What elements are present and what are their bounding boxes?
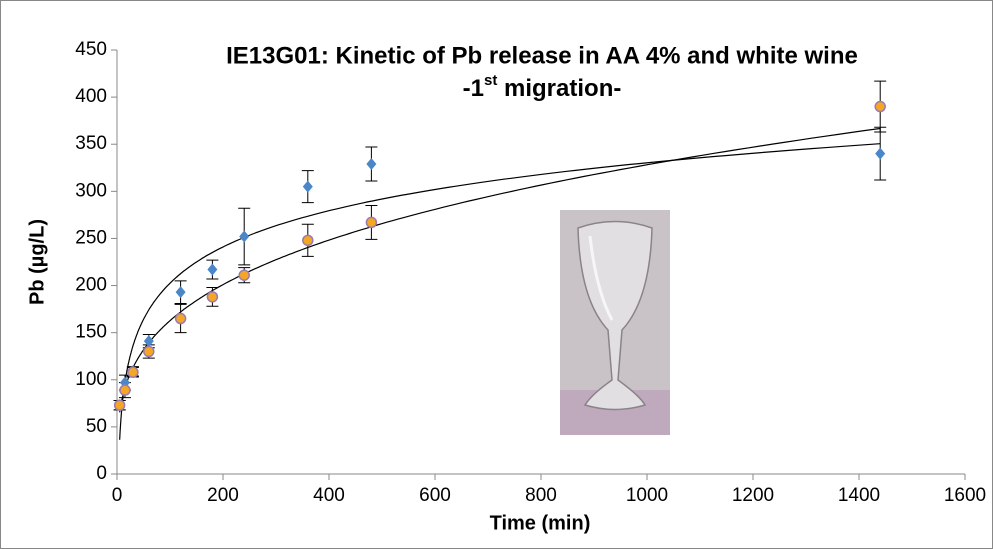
x-tick-label: 600	[419, 485, 451, 506]
data-point	[113, 399, 126, 411]
y-tick-label: 100	[75, 369, 107, 390]
y-tick-label: 0	[96, 463, 107, 484]
data-point	[143, 335, 154, 348]
y-tick-label: 450	[75, 39, 107, 60]
chart-title: IE13G01: Kinetic of Pb release in AA 4% …	[226, 42, 858, 69]
glass	[577, 220, 653, 411]
y-tick-label: 300	[75, 180, 107, 201]
x-tick-label: 800	[525, 485, 557, 506]
chart-subtitle: -1st migration-	[463, 72, 622, 102]
data-point	[119, 384, 131, 396]
subtitle-part: migration-	[497, 75, 621, 102]
data-point	[206, 291, 219, 303]
x-tick-label: 1600	[944, 485, 986, 506]
y-tick-label: 200	[75, 275, 107, 296]
data-point	[302, 180, 313, 193]
x-tick-label: 200	[207, 485, 239, 506]
data-point	[875, 147, 886, 160]
data-point	[365, 216, 378, 229]
data-point	[874, 100, 886, 113]
y-tick-label: 250	[75, 227, 107, 248]
y-tick-label: 50	[86, 416, 107, 437]
x-tick-label: 400	[313, 485, 345, 506]
x-axis-title: Time (min)	[490, 512, 591, 534]
x-tick-label: 1200	[732, 485, 774, 506]
data-point	[238, 269, 250, 281]
x-tick-label: 1400	[838, 485, 880, 506]
glass-highlight	[588, 235, 614, 321]
y-axis-title: Pb (µg/L)	[26, 219, 48, 305]
data-point	[302, 234, 314, 247]
x-tick-label: 1000	[626, 485, 668, 506]
data-point	[207, 263, 218, 276]
y-tick-label: 150	[75, 322, 107, 343]
glass-photo	[560, 210, 670, 435]
data-point	[366, 158, 377, 171]
x-tick-label: 0	[112, 485, 123, 506]
data-point	[127, 366, 139, 378]
subtitle-part: -1	[463, 75, 484, 102]
data-point	[174, 312, 187, 325]
y-tick-label: 400	[75, 86, 107, 107]
data-point	[175, 286, 186, 299]
data-point	[143, 345, 155, 358]
y-tick-label: 350	[75, 133, 107, 154]
data-point	[239, 230, 250, 243]
subtitle-sup: st	[484, 72, 497, 89]
